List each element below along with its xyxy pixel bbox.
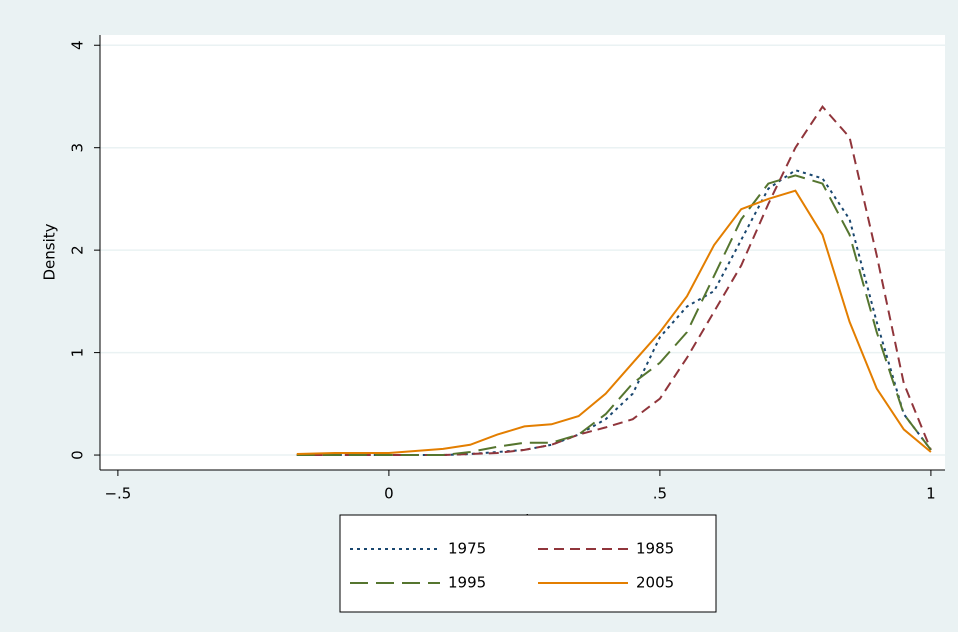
legend-label: 1995 <box>448 574 486 592</box>
legend-label: 1985 <box>636 540 674 558</box>
y-tick-label: 3 <box>69 143 87 153</box>
y-tick-label: 1 <box>69 348 87 358</box>
y-tick-label: 0 <box>69 450 87 460</box>
y-axis-title: Density <box>41 223 59 280</box>
y-tick-label: 4 <box>69 40 87 50</box>
x-tick-label: −.5 <box>104 485 131 503</box>
plot-area <box>100 35 945 470</box>
x-tick-label: 1 <box>926 485 936 503</box>
x-tick-label: 0 <box>384 485 394 503</box>
density-line <box>296 174 932 456</box>
legend-label: 1975 <box>448 540 486 558</box>
y-tick-label: 2 <box>69 245 87 255</box>
density-line <box>296 189 932 455</box>
x-tick-label: .5 <box>653 485 667 503</box>
legend <box>339 514 717 613</box>
legend-label: 2005 <box>636 574 674 592</box>
density-line <box>296 105 932 456</box>
